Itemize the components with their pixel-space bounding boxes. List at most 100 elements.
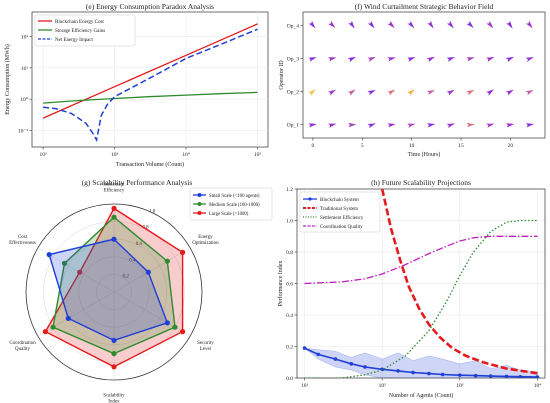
quiver-arrow [466, 89, 475, 96]
arrow-head [426, 90, 436, 96]
radar-point [111, 214, 117, 220]
arrow-head [348, 20, 355, 29]
radar-spoke [37, 291, 115, 337]
y-tick-label: 1.2 [286, 187, 293, 193]
quiver-arrow [407, 20, 415, 29]
radar-point [50, 324, 56, 330]
y-tick-label: 10⁰ [20, 96, 29, 103]
legend-marker [197, 211, 202, 215]
series-marker [396, 369, 400, 373]
arrow-head [367, 20, 375, 29]
quiver-arrow [387, 123, 396, 128]
confidence-band [303, 347, 538, 378]
arrow-head [506, 20, 513, 29]
quiver-arrow [466, 20, 474, 29]
arrow-head [466, 20, 474, 29]
plot-frame [296, 188, 546, 379]
arrow-head [328, 123, 337, 128]
arrow-head [407, 89, 415, 96]
series-marker [363, 365, 367, 369]
arrow-head [525, 20, 533, 29]
quiver-arrow [506, 20, 513, 29]
x-tick-label: 10³ [111, 152, 119, 158]
y-tick-label: Op_2 [287, 90, 299, 96]
quiver-arrow [387, 20, 395, 29]
series-line [42, 23, 258, 119]
arrow-head [328, 57, 337, 62]
wind-curtailment-chart: (f) Wind Curtailment Strategic Behavior … [279, 2, 546, 158]
quiver-arrow [328, 89, 337, 96]
x-axis-label: Time (Hours) [408, 151, 441, 158]
y-axis-label: Performance Index [277, 261, 284, 307]
arrow-head [446, 20, 454, 29]
x-tick-label: 5 [361, 143, 364, 149]
x-tick-label: 0 [312, 143, 315, 149]
legend-marker [197, 193, 202, 197]
x-axis-label: Number of Agents (Count) [389, 392, 454, 399]
arrow-head [486, 89, 494, 96]
arrow-head [308, 89, 316, 96]
radar-tick-label: 0.4 [129, 258, 136, 263]
quiver-arrow [427, 20, 434, 29]
quiver-arrow [446, 123, 455, 129]
radar-point [164, 320, 170, 326]
legend-label: Traditional System [320, 207, 358, 212]
quiver-arrow [328, 20, 336, 29]
series-marker [427, 371, 431, 376]
quiver-arrow [525, 20, 533, 29]
quiver-arrow [446, 20, 454, 29]
quiver-arrow [367, 20, 375, 29]
quiver-arrow [407, 123, 416, 128]
quiver-arrow [486, 20, 494, 29]
legend-box [34, 14, 136, 47]
series-marker [333, 357, 338, 361]
quiver-arrow [348, 20, 355, 29]
future-projections-chart: (h) Future Scalability Projections 10¹ 10²… [277, 178, 546, 399]
quiver-arrow [407, 57, 416, 62]
x-tick-label: 10² [379, 383, 387, 389]
radar-tick-label: 0.6 [136, 242, 143, 247]
radar-axis-label: Level [200, 347, 212, 352]
legend: Small Scale (<100 agents) Medium Scale (1… [189, 187, 273, 221]
quiver-arrow [486, 57, 495, 62]
arrow-head [486, 123, 495, 128]
y-tick-label: 1.0 [286, 219, 293, 225]
legend-label: Settlement Efficiency [320, 216, 364, 221]
arrow-head [407, 20, 415, 29]
quiver-arrow [348, 122, 357, 128]
arrow-head [427, 20, 434, 29]
y-tick-label: Op_1 [287, 123, 299, 129]
arrow-head [446, 57, 455, 62]
legend-label: Medium Scale (100-1000) [209, 203, 260, 208]
arrow-head [347, 56, 357, 63]
arrow-head [426, 56, 436, 63]
legend: Blockchain System Traditional System Settl… [299, 191, 381, 233]
legend: Blockchain Energy Cost Storage Efficiency… [34, 14, 136, 47]
quiver-arrow [446, 89, 455, 96]
radar-axis-label: Effectiveness [9, 241, 36, 246]
quiver-arrow [466, 57, 475, 62]
quiver-arrow [387, 57, 396, 62]
quiver-arrow [347, 56, 357, 63]
scalability-radar-chart: (g) Scalability Performance Analysis 0.2 0… [9, 178, 273, 403]
arrow-head [328, 89, 337, 96]
y-tick-label: 10⁻¹ [18, 129, 28, 135]
arrow-head [446, 89, 455, 96]
x-tick-label: 15 [458, 143, 464, 149]
series-marker [458, 373, 462, 377]
radar-point [111, 236, 117, 242]
quiver-arrow [308, 123, 317, 128]
quiver-arrow [505, 89, 514, 96]
arrow-head [308, 123, 317, 128]
arrow-head [308, 20, 316, 29]
arrow-head [387, 89, 396, 96]
y-tick-label: 0.8 [286, 250, 293, 256]
x-tick-label: 20 [508, 143, 514, 149]
y-tick-label: Op_4 [287, 23, 299, 29]
series-marker [349, 362, 354, 366]
radar-axis-label: Cost [18, 235, 28, 240]
y-tick-label: Op_3 [287, 56, 299, 62]
legend-label: Coordination Quality [320, 225, 363, 230]
x-tick-label: 10⁴ [182, 152, 190, 158]
arrow-head [466, 89, 475, 96]
